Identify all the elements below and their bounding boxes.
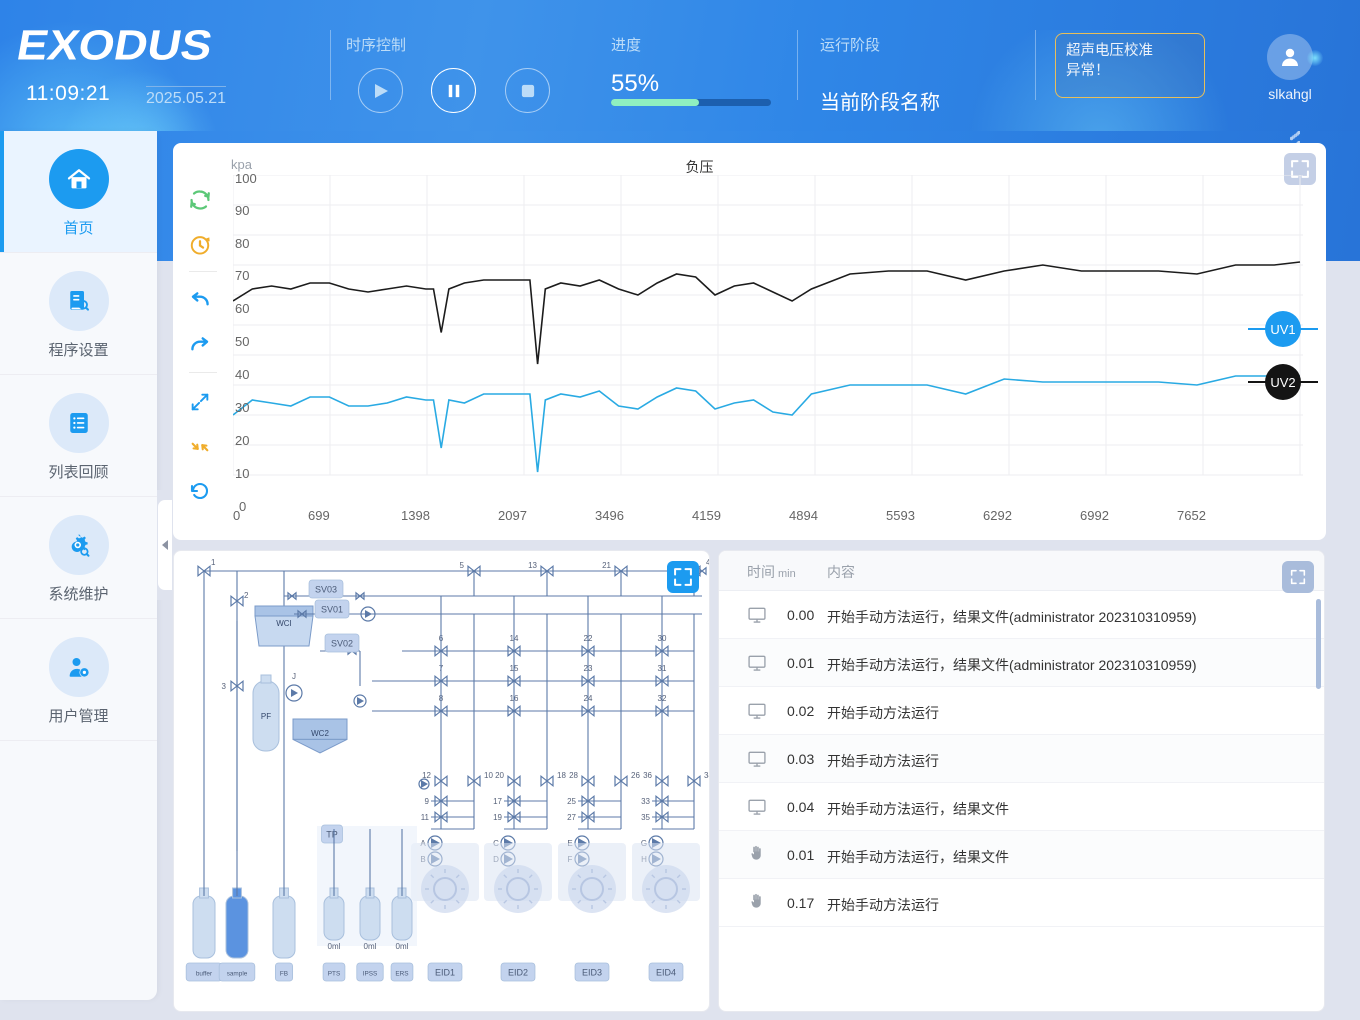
svg-text:EID4: EID4	[656, 968, 676, 978]
svg-text:9: 9	[425, 797, 430, 806]
svg-text:36: 36	[643, 771, 652, 780]
svg-text:SV02: SV02	[331, 639, 353, 649]
svg-text:35: 35	[641, 813, 650, 822]
svg-text:0ml: 0ml	[328, 942, 341, 951]
svg-text:J: J	[292, 672, 296, 681]
svg-text:SV01: SV01	[321, 605, 343, 615]
svg-text:2: 2	[244, 591, 249, 600]
svg-text:WCI: WCI	[276, 619, 292, 628]
svg-text:FB: FB	[280, 971, 288, 978]
svg-text:sample: sample	[227, 971, 248, 978]
svg-text:33: 33	[641, 797, 650, 806]
svg-text:PF: PF	[261, 712, 271, 721]
svg-text:25: 25	[567, 797, 576, 806]
svg-text:EID2: EID2	[508, 968, 528, 978]
svg-text:11: 11	[421, 813, 430, 822]
svg-text:EID1: EID1	[435, 968, 455, 978]
svg-text:TP: TP	[326, 830, 338, 840]
svg-text:10: 10	[484, 771, 493, 780]
svg-text:5: 5	[460, 561, 465, 570]
svg-text:13: 13	[528, 561, 537, 570]
svg-text:IPSS: IPSS	[363, 971, 378, 978]
svg-text:27: 27	[567, 813, 576, 822]
svg-text:21: 21	[602, 561, 611, 570]
svg-text:buffer: buffer	[196, 971, 213, 978]
svg-text:26: 26	[631, 771, 640, 780]
svg-text:3: 3	[222, 682, 227, 691]
svg-text:4: 4	[706, 558, 710, 567]
svg-text:PTS: PTS	[328, 971, 340, 978]
svg-text:19: 19	[493, 813, 502, 822]
svg-text:20: 20	[495, 771, 504, 780]
svg-text:0ml: 0ml	[364, 942, 377, 951]
svg-text:1: 1	[211, 558, 216, 567]
svg-text:34: 34	[704, 771, 710, 780]
svg-text:ERS: ERS	[395, 971, 408, 978]
svg-text:28: 28	[569, 771, 578, 780]
svg-text:WC2: WC2	[311, 729, 329, 738]
svg-text:SV03: SV03	[315, 585, 337, 595]
svg-text:EID3: EID3	[582, 968, 602, 978]
svg-text:0ml: 0ml	[396, 942, 409, 951]
svg-text:17: 17	[493, 797, 502, 806]
svg-text:18: 18	[557, 771, 566, 780]
